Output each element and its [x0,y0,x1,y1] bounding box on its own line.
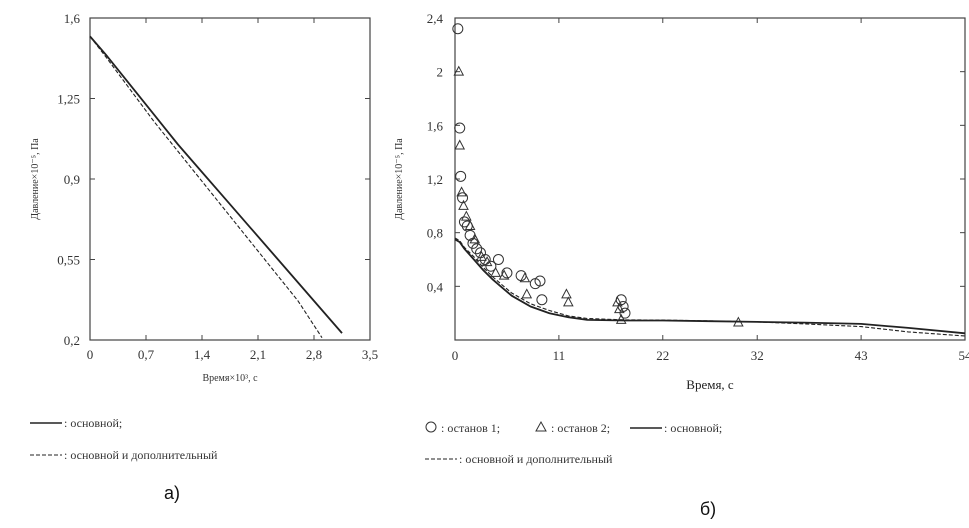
data-point-ostanov-2 [458,199,469,210]
y-tick-label: 1,6 [64,11,81,26]
legend-item: : основной; [30,416,122,430]
y-axis-label: Давление×10⁻⁵, Па [30,138,41,220]
data-point-ostanov-1 [452,23,464,35]
chart-panel-1: 0,2 0,55 0,9 1,25 1,6 0 0,7 1,4 2,1 2,8 3,5 Давлени… [30,11,378,503]
data-point-ostanov-1 [457,192,469,204]
data-point-ostanov-1 [515,270,527,282]
y-tick-label: 0,2 [64,333,80,348]
y-tick-label: 1,6 [427,118,444,133]
data-point-ostanov-2 [454,139,466,150]
x-tick-label: 0 [87,347,94,362]
data-point-ostanov-1 [485,260,497,272]
data-point-ostanov-1 [479,254,491,265]
data-point-ostanov-2 [498,269,510,280]
legend-label: : основной; [664,421,722,435]
data-point-ostanov-1 [455,170,467,182]
x-tick-label: 1,4 [194,347,211,362]
data-point-ostanov-1 [536,294,548,306]
panel-label: а) [164,483,180,503]
data-point-ostanov-2 [461,210,472,221]
legend-label: : останов 2; [551,421,610,435]
data-point-ostanov-2 [476,250,487,261]
legend-triangle-marker [535,420,547,432]
x-tick-label: 0 [452,348,459,363]
data-point-ostanov-2 [456,186,467,197]
data-point-ostanov-2 [469,233,481,244]
legend-label: : останов 1; [441,421,500,435]
legend-circle-marker [425,421,437,433]
x-tick-label: 54 [959,348,969,363]
series-line-osnovnoy [89,35,343,334]
data-point-ostanov-1 [534,275,546,287]
x-tick-label: 3,5 [362,347,378,362]
x-tick-label: 32 [751,348,764,363]
data-point-ostanov-1 [501,267,513,279]
data-point-ostanov-1 [492,254,504,265]
data-point-ostanov-2 [615,313,627,324]
legend-label: : основной; [64,416,122,430]
data-point-ostanov-2 [490,266,501,277]
data-point-ostanov-2 [519,272,531,283]
data-point-ostanov-1 [617,300,629,312]
chart-panel-2: 0,4 0,8 1,2 1,6 2 2,4 0 11 22 32 43 54 Давление×10⁻⁵… [394,11,969,519]
x-tick-label: 22 [656,348,669,363]
series-line-osnovnoy-i-dopolnitelny [454,237,966,337]
plot-frame [454,17,966,341]
data-point-ostanov-2 [521,288,533,299]
legend-item: : останов 1; [425,421,500,435]
y-axis-label: Давление×10⁻⁵, Па [394,138,405,220]
data-point-ostanov-2 [481,256,493,267]
data-point-ostanov-2 [464,219,476,230]
data-point-ostanov-1 [454,122,466,134]
y-tick-label: 0,4 [427,279,444,294]
legend-item: : останов 2; [535,420,610,435]
x-axis-label: Время, с [686,377,734,392]
data-point-ostanov-2 [453,65,465,76]
y-tick-label: 0,9 [64,172,80,187]
data-point-ostanov-2 [563,296,574,307]
legend-label: : основной и дополнительный [459,452,613,466]
legend-item: : основной и дополнительный [425,452,613,466]
x-tick-label: 11 [553,348,566,363]
y-tick-label: 2,4 [427,11,444,26]
data-point-ostanov-2 [561,288,572,299]
series-line-osnovnoy-i-dopolnitelny [89,36,323,339]
y-tick-label: 0,55 [57,253,80,268]
y-tick-label: 1,2 [427,172,443,187]
data-point-ostanov-1 [619,307,631,319]
legend-item: : основной; [630,421,722,435]
x-axis-label: Время×10³, с [202,373,258,384]
y-tick-label: 2 [437,65,444,80]
legend-item: : основной и дополнительный [30,448,218,462]
plot-frame [89,17,371,341]
y-tick-label: 0,8 [427,226,443,241]
data-point-ostanov-2 [612,296,623,307]
y-tick-label: 1,25 [57,92,80,107]
x-tick-label: 2,1 [250,347,266,362]
data-point-ostanov-1 [615,294,627,306]
legend-label: : основной и дополнительный [64,448,218,462]
panel-label: б) [700,499,716,519]
data-point-ostanov-1 [471,243,483,255]
series-line-osnovnoy [454,238,966,335]
x-tick-label: 43 [855,348,868,363]
x-tick-label: 0,7 [138,347,155,362]
x-tick-label: 2,8 [306,347,322,362]
data-point-ostanov-2 [614,303,625,314]
